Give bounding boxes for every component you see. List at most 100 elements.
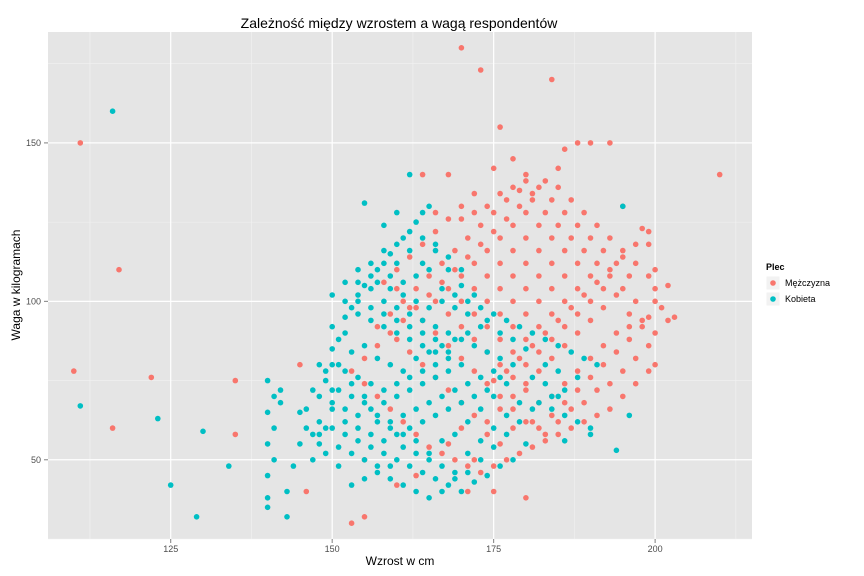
women-point (322, 450, 329, 457)
women-point (445, 349, 452, 355)
women-point (342, 330, 348, 336)
women-point (574, 374, 581, 381)
men-point (542, 178, 549, 184)
men-point (471, 368, 478, 374)
women-point (561, 438, 568, 444)
men-point (555, 222, 561, 229)
men-point (109, 425, 116, 431)
men-point (503, 368, 510, 374)
men-point (645, 273, 652, 279)
women-point (432, 323, 439, 330)
men-point (561, 399, 568, 406)
women-point (342, 368, 348, 374)
women-point (303, 425, 310, 431)
series-men-points (71, 45, 723, 526)
women-point (381, 247, 387, 254)
men-point (549, 285, 555, 292)
women-point (503, 317, 510, 324)
women-point (335, 463, 342, 469)
women-point (406, 323, 413, 330)
women-point (303, 406, 310, 412)
women-point (400, 235, 407, 241)
women-point (355, 438, 361, 444)
men-point (471, 260, 478, 267)
men-point (71, 368, 77, 374)
women-point (452, 476, 458, 482)
women-point (465, 469, 471, 476)
men-point (303, 488, 310, 495)
women-point (406, 374, 413, 381)
men-point (639, 323, 645, 330)
women-point (419, 235, 426, 241)
women-point (400, 412, 407, 419)
women-point (342, 314, 348, 321)
women-point (555, 393, 561, 400)
women-point (413, 219, 419, 225)
women-point (432, 412, 439, 419)
women-point (322, 368, 329, 374)
women-point (452, 387, 458, 393)
men-point (568, 304, 574, 311)
women-point (445, 330, 452, 336)
women-point (432, 241, 439, 248)
women-point (542, 380, 549, 387)
men-point (523, 419, 529, 425)
women-point (342, 298, 348, 305)
women-point (368, 431, 374, 438)
men-point (497, 441, 503, 447)
men-point (497, 393, 503, 400)
women-point (387, 425, 394, 431)
men-point (607, 380, 613, 387)
men-point (510, 222, 516, 229)
men-point (587, 235, 594, 241)
men-point (497, 361, 503, 368)
men-point (510, 374, 516, 381)
women-point (503, 412, 510, 419)
men-point (568, 406, 574, 412)
men-point (490, 463, 497, 469)
women-point (264, 409, 271, 416)
men-point (542, 209, 549, 216)
men-point (658, 304, 665, 311)
women-point (452, 469, 458, 476)
men-point (465, 254, 471, 260)
women-point (374, 266, 381, 273)
men-point (665, 282, 671, 289)
men-point (561, 247, 568, 254)
men-point (394, 336, 400, 343)
women-point (568, 349, 574, 355)
men-point (413, 285, 419, 292)
women-point (342, 431, 348, 438)
women-point (400, 431, 407, 438)
women-point (394, 317, 400, 324)
women-point (445, 266, 452, 273)
men-point (458, 298, 465, 305)
men-point (581, 247, 587, 254)
men-point (574, 330, 581, 336)
men-point (639, 225, 645, 232)
men-point (574, 140, 581, 146)
y-tick-label: 100 (26, 296, 41, 306)
men-point (594, 222, 600, 229)
men-point (613, 349, 620, 355)
men-point (374, 393, 381, 400)
men-point (549, 336, 555, 343)
men-point (594, 387, 600, 393)
men-point (626, 323, 633, 330)
men-point (561, 273, 568, 279)
men-point (516, 203, 523, 210)
women-point (406, 311, 413, 317)
men-point (510, 298, 516, 305)
men-point (484, 431, 491, 438)
men-point (600, 285, 607, 292)
women-point (329, 323, 336, 330)
women-point (490, 368, 497, 374)
women-point (310, 431, 316, 438)
women-point (361, 342, 368, 349)
women-point (368, 273, 374, 279)
women-point (529, 374, 536, 381)
women-point (348, 482, 355, 488)
men-point (536, 247, 542, 254)
women-point (536, 399, 542, 406)
men-point (497, 260, 503, 267)
